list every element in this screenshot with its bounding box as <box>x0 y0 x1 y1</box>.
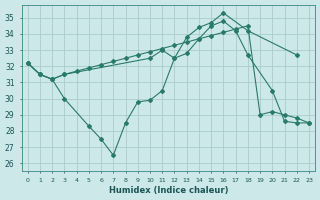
X-axis label: Humidex (Indice chaleur): Humidex (Indice chaleur) <box>108 186 228 195</box>
